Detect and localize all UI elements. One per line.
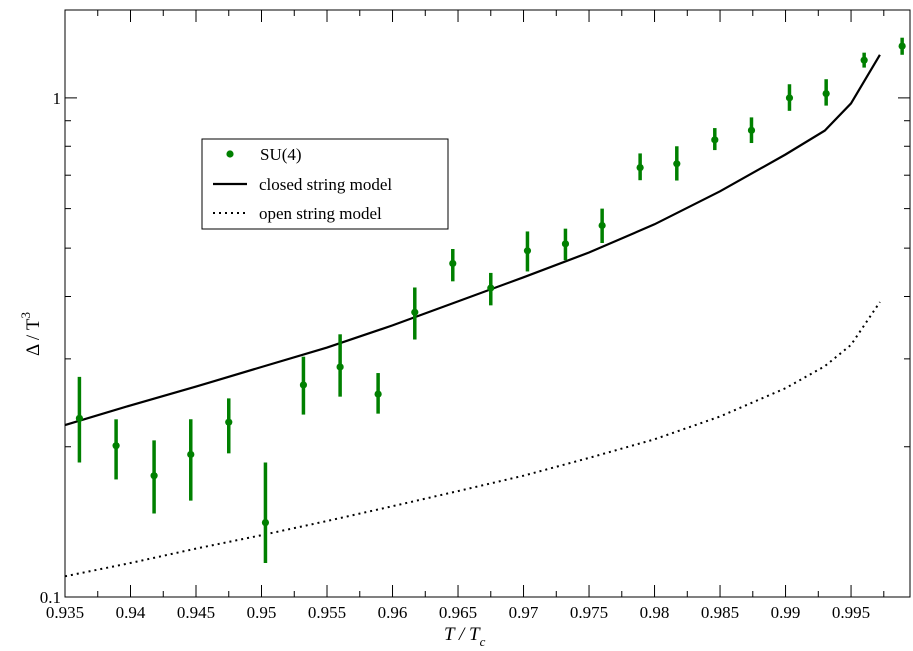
legend: SU(4) closed string model open string mo… xyxy=(201,138,449,230)
points-group xyxy=(75,37,906,563)
x-tick-label: 0.945 xyxy=(177,603,215,622)
x-tick-label: 0.99 xyxy=(771,603,801,622)
x-tick-label: 0.98 xyxy=(640,603,670,622)
su4-point xyxy=(561,240,570,248)
x-tick-label: 0.97 xyxy=(509,603,539,622)
legend-label-open-string: open string model xyxy=(259,204,382,223)
su4-point xyxy=(299,381,308,389)
legend-label-closed-string: closed string model xyxy=(259,175,392,194)
su4-point xyxy=(822,89,830,98)
y-axis-label-sup: 3 xyxy=(18,312,33,319)
x-tick-label: 0.94 xyxy=(116,603,146,622)
x-axis-label-main: T / T xyxy=(444,624,481,645)
open-string-curve xyxy=(64,301,881,578)
x-tick-label: 0.985 xyxy=(701,603,739,622)
su4-point xyxy=(785,94,794,102)
su4-point xyxy=(187,450,195,459)
su4-point xyxy=(449,259,457,268)
y-axis-label: Δ / T3 xyxy=(18,312,44,356)
y-tick-label: 1 xyxy=(53,89,62,108)
su4-point xyxy=(636,163,644,172)
legend-item-su4: SU(4) xyxy=(226,145,302,164)
su4-point xyxy=(711,136,719,144)
y-axis-label-main: Δ / T xyxy=(23,318,44,356)
x-tick-label: 0.955 xyxy=(308,603,346,622)
su4-point xyxy=(523,247,532,255)
su4-point xyxy=(75,414,84,422)
su4-point xyxy=(487,284,495,292)
su4-point xyxy=(112,442,120,450)
curves-group xyxy=(64,54,881,578)
x-axis-label: T / Tc xyxy=(444,624,486,649)
plot-frame xyxy=(64,9,911,598)
x-tick-label: 0.935 xyxy=(46,603,84,622)
su4-point xyxy=(225,418,233,426)
x-tick-label: 0.975 xyxy=(570,603,608,622)
su4-point xyxy=(411,308,419,316)
x-tick-label: 0.95 xyxy=(247,603,277,622)
x-tick-label: 0.96 xyxy=(378,603,408,622)
x-tick-label: 0.995 xyxy=(832,603,870,622)
legend-item-closed-string: closed string model xyxy=(213,175,392,194)
su4-point xyxy=(898,42,906,50)
y-tick-label: 0.1 xyxy=(40,588,61,607)
su4-point xyxy=(747,126,756,134)
su4-point xyxy=(598,221,606,230)
plot-frame-group: 0.935 0.94 0.945 0.95 0.955 0.96 0.965 0.97 0.97… xyxy=(40,9,911,622)
su4-point xyxy=(336,363,344,371)
su4-point xyxy=(150,472,158,480)
su4-point xyxy=(261,518,270,527)
closed-string-curve xyxy=(64,54,881,427)
x-tick-label: 0.965 xyxy=(439,603,477,622)
x-axis-label-sub: c xyxy=(480,634,486,649)
legend-label-su4: SU(4) xyxy=(260,145,302,164)
su4-point xyxy=(374,390,382,398)
legend-item-open-string: open string model xyxy=(213,204,382,223)
legend-marker-su4 xyxy=(226,150,234,158)
su4-point xyxy=(860,56,868,64)
su4-point xyxy=(673,160,681,168)
